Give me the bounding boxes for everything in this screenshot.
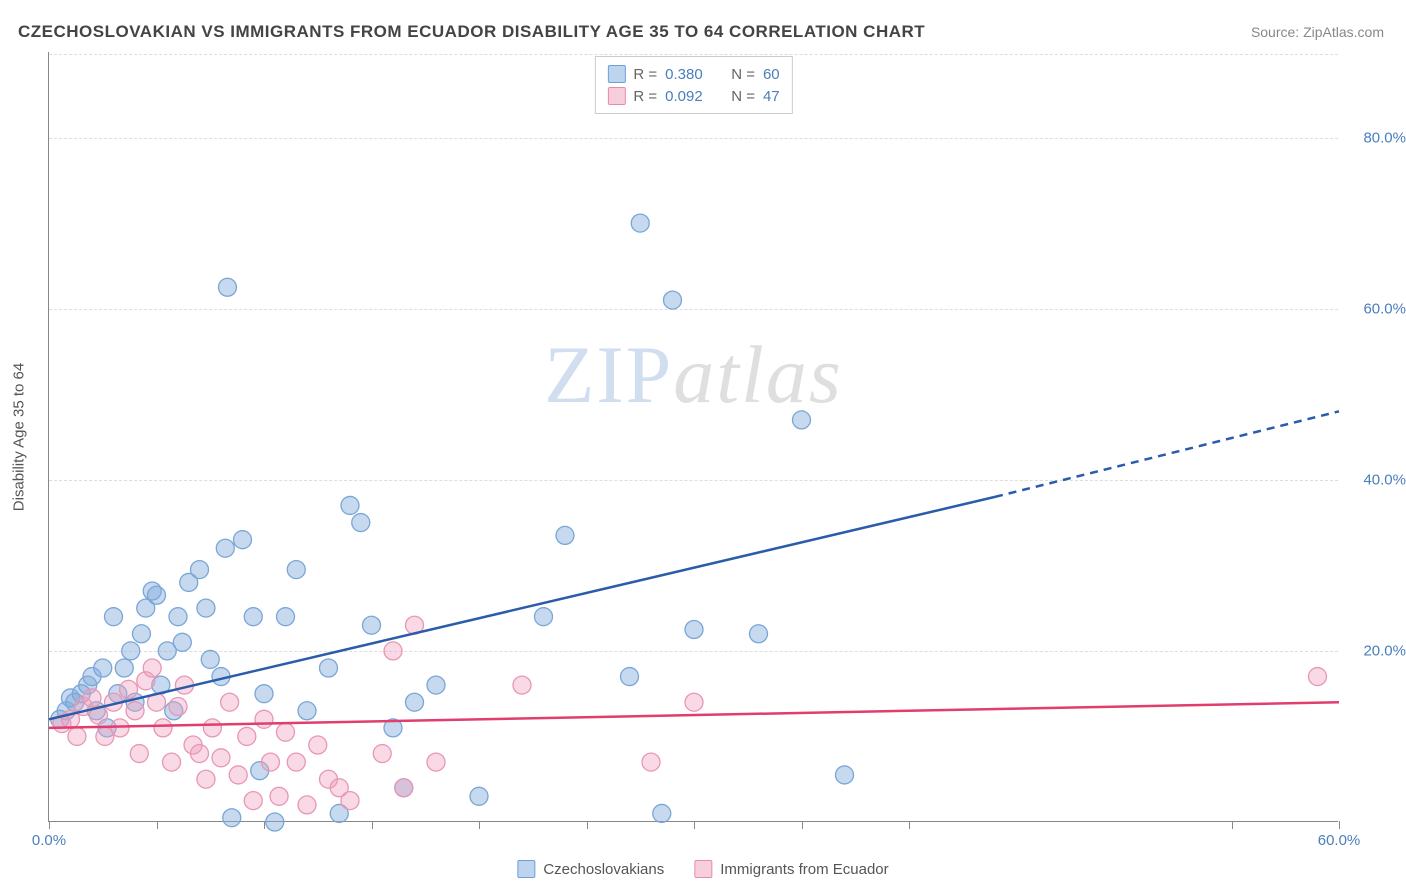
legend-row: R = 0.380 N = 60 — [607, 63, 779, 85]
xtick-label: 60.0% — [1318, 832, 1361, 849]
ytick-label: 60.0% — [1363, 300, 1406, 317]
chart-title: CZECHOSLOVAKIAN VS IMMIGRANTS FROM ECUAD… — [18, 22, 925, 42]
source-attribution: Source: ZipAtlas.com — [1251, 24, 1384, 40]
xtick-mark — [49, 821, 50, 829]
legend-series: Czechoslovakians Immigrants from Ecuador — [517, 860, 888, 878]
plot-area: Disability Age 35 to 64 ZIPatlas 20.0%40… — [48, 52, 1338, 822]
ytick-label: 80.0% — [1363, 129, 1406, 146]
xtick-mark — [264, 821, 265, 829]
xtick-mark — [157, 821, 158, 829]
legend-item: Czechoslovakians — [517, 860, 664, 878]
xtick-mark — [694, 821, 695, 829]
legend-correlation: R = 0.380 N = 60R = 0.092 N = 47 — [594, 56, 792, 114]
xtick-mark — [1232, 821, 1233, 829]
xtick-mark — [909, 821, 910, 829]
legend-item: Immigrants from Ecuador — [694, 860, 888, 878]
xtick-mark — [372, 821, 373, 829]
legend-row: R = 0.092 N = 47 — [607, 85, 779, 107]
xtick-mark — [802, 821, 803, 829]
xtick-label: 0.0% — [32, 832, 66, 849]
ytick-label: 20.0% — [1363, 642, 1406, 659]
y-axis-label: Disability Age 35 to 64 — [11, 362, 28, 510]
xtick-mark — [479, 821, 480, 829]
xtick-mark — [1339, 821, 1340, 829]
ytick-label: 40.0% — [1363, 471, 1406, 488]
xtick-mark — [587, 821, 588, 829]
trend-lines — [49, 52, 1338, 821]
